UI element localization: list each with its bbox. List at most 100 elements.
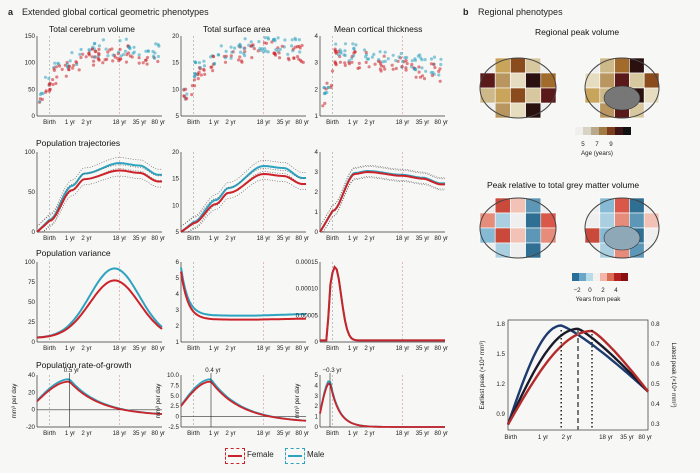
scatter-point	[237, 58, 241, 62]
scatter-point	[145, 55, 150, 60]
upper-centile-female-r2c3	[319, 166, 445, 227]
scale2-swatch	[614, 273, 621, 281]
scatter-point	[43, 75, 48, 79]
y-tick-r1c3-2: 2	[315, 86, 319, 93]
brain-parcel	[599, 212, 615, 229]
x-tick-r4c2-1: 1 yr	[209, 430, 219, 437]
y-tick-r1c2-1: 15	[172, 60, 179, 67]
x-tick-r1c1-1: 1 yr	[65, 119, 75, 126]
scatter-point	[68, 64, 72, 68]
x-tick-r4c1-0: Birth	[43, 430, 56, 437]
lower-centile-male-r2c2	[181, 171, 306, 233]
scatter-point	[64, 74, 68, 78]
scatter-point	[321, 104, 325, 108]
scatter-point	[323, 91, 327, 95]
x-tick-r4c2-5: 80 yr	[295, 430, 309, 437]
x-tick-r4c3-3: 18 yr	[396, 430, 410, 437]
mid-peak-curve	[506, 327, 649, 426]
brain-parcel	[584, 227, 601, 244]
scatter-point	[383, 59, 387, 64]
scatter-point	[197, 61, 202, 65]
scatter-point	[381, 60, 385, 64]
scatter-point	[404, 68, 408, 72]
upper-centile-male-r2c1	[36, 157, 162, 227]
x-tick-r2c1-3: 18 yr	[113, 235, 127, 242]
scatter-point	[364, 50, 368, 55]
x-tick-r1c2-3: 18 yr	[257, 119, 271, 126]
scatter-point	[47, 76, 51, 81]
scatter-point	[111, 59, 115, 63]
peak-right-tick-5: 0.3	[651, 421, 660, 428]
scatter-point	[286, 52, 290, 56]
scatter-point	[38, 97, 42, 101]
peak-x-tick-0: Birth	[504, 434, 517, 441]
x-tick-r2c1-1: 1 yr	[65, 235, 75, 242]
y-tick-r4c1-2: 0	[32, 407, 36, 414]
scatter-point	[92, 59, 96, 63]
scatter-cloud-r1c1	[37, 37, 161, 104]
scatter-point	[68, 59, 72, 63]
title-surface-area: Total surface area	[203, 24, 271, 34]
brain-parcel	[614, 57, 630, 74]
scatter-point	[223, 56, 228, 60]
peak-x-tick-2: 2 yr	[562, 434, 572, 441]
scatter-point	[91, 45, 95, 49]
scatter-point	[211, 69, 215, 73]
scatter-point	[75, 62, 79, 67]
x-tick-r3c2-2: 2 yr	[225, 345, 235, 352]
scatter-point	[430, 73, 434, 78]
y-tick-r2c3-1: 3	[315, 169, 319, 176]
x-tick-r4c2-4: 35 yr	[277, 430, 291, 437]
scatter-point	[79, 55, 83, 60]
brain-parcel	[540, 212, 557, 229]
peak-right-tick-2: 0.6	[651, 361, 660, 368]
x-tick-r2c2-3: 18 yr	[257, 235, 271, 242]
y-tick-r4c1-3: -20	[26, 424, 36, 431]
brain-parcel	[510, 212, 526, 229]
scatter-point	[209, 55, 213, 59]
scatter-point	[347, 62, 352, 66]
scatter-point	[357, 61, 361, 65]
scatter-point	[182, 94, 186, 99]
scatter-point	[383, 50, 387, 54]
scatter-point	[379, 69, 383, 73]
scatter-point	[297, 57, 301, 61]
brain-peak-lateral	[479, 57, 557, 119]
medial-wall-1	[603, 85, 641, 111]
brain-parcel	[584, 72, 601, 89]
brain-parcel	[629, 212, 645, 229]
peak-label-r4c3: −0.3 yr	[322, 367, 341, 374]
scatter-point	[144, 58, 148, 62]
x-tick-r3c1-4: 35 yr	[133, 345, 147, 352]
scatter-point	[106, 54, 110, 58]
x-tick-r1c1-0: Birth	[43, 119, 56, 126]
scatter-point	[343, 53, 347, 58]
x-tick-r2c3-2: 2 yr	[364, 235, 374, 242]
scatter-point	[424, 69, 428, 73]
scatter-point	[338, 60, 342, 64]
scatter-point	[229, 45, 233, 49]
y-tick-r4c2-4: 0	[176, 414, 180, 421]
panel-a-title: Extended global cortical geometric pheno…	[22, 7, 209, 17]
scatter-point	[429, 57, 434, 61]
brain-parcel	[494, 72, 511, 89]
x-tick-r3c2-3: 18 yr	[257, 345, 271, 352]
scatter-point	[401, 59, 405, 64]
scatter-point	[432, 62, 436, 66]
scatter-point	[118, 39, 122, 43]
scatter-point	[67, 68, 71, 72]
peak-right-tick-1: 0.7	[651, 341, 660, 348]
rate-axis-label-r4c3: mm³ per day	[294, 383, 301, 419]
scatter-point	[243, 54, 247, 58]
brain-parcel	[510, 242, 526, 259]
scale2-tick-0: −2	[573, 287, 581, 294]
x-tick-r4c3-0: Birth	[326, 430, 339, 437]
scatter-point	[194, 61, 198, 65]
scatter-point	[394, 59, 398, 63]
scatter-point	[101, 61, 105, 65]
brain-parcel	[494, 212, 511, 229]
brain-parcel	[540, 72, 557, 89]
legend-female-swatch	[225, 448, 245, 464]
x-tick-r3c3-1: 1 yr	[348, 345, 358, 352]
scatter-point	[379, 64, 383, 68]
